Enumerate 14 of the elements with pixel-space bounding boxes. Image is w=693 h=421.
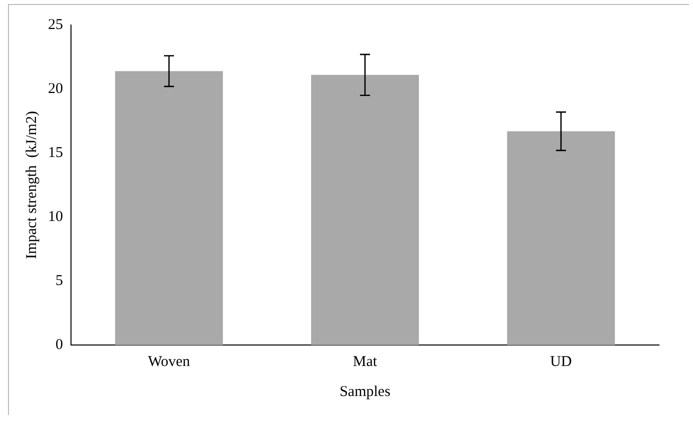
- y-tick-label: 0: [56, 336, 63, 353]
- bar: [115, 71, 223, 345]
- y-tick-label: 10: [48, 208, 63, 225]
- bar: [311, 74, 419, 345]
- x-tick-label: Mat: [352, 354, 378, 370]
- x-axis-title: Samples: [340, 384, 391, 400]
- x-tick-label: Woven: [148, 354, 191, 370]
- x-tick-label: UD: [550, 354, 572, 370]
- y-tick-label: 15: [48, 144, 63, 161]
- y-tick-label: 25: [48, 16, 63, 33]
- y-tick-label: 5: [56, 272, 63, 289]
- bar: [507, 131, 615, 345]
- y-tick-label: 20: [48, 80, 63, 97]
- y-axis-title: Impact strength (kJ/m2): [24, 111, 40, 259]
